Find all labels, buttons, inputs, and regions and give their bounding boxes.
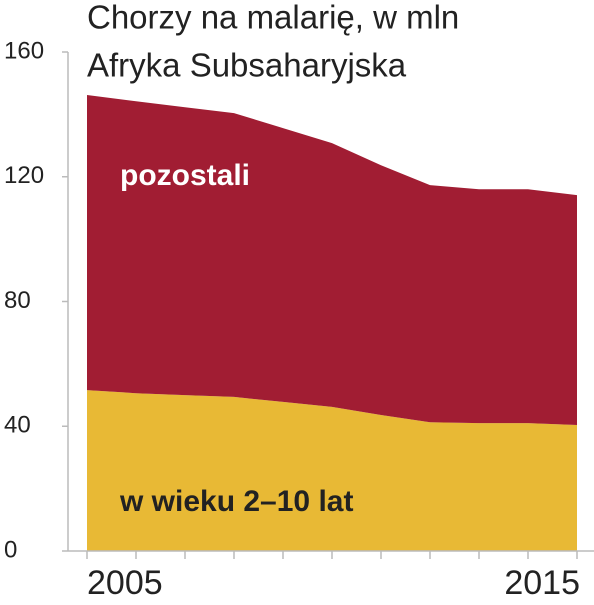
y-tick-label: 40	[4, 412, 31, 439]
area	[87, 390, 577, 551]
x-tick-label: 2005	[87, 564, 163, 602]
area	[87, 95, 577, 426]
y-tick-label: 0	[4, 536, 17, 563]
y-tick-label: 80	[4, 287, 31, 314]
series-label: pozostali	[120, 159, 250, 192]
series-label: w wieku 2–10 lat	[119, 485, 353, 518]
chart-subtitle: Afryka Subsaharyjska	[87, 47, 407, 84]
y-tick-label: 120	[4, 162, 44, 189]
x-tick-label: 2015	[504, 564, 580, 602]
chart-title: Chorzy na malarię, w mln	[87, 0, 459, 36]
y-tick-label: 160	[4, 37, 44, 64]
